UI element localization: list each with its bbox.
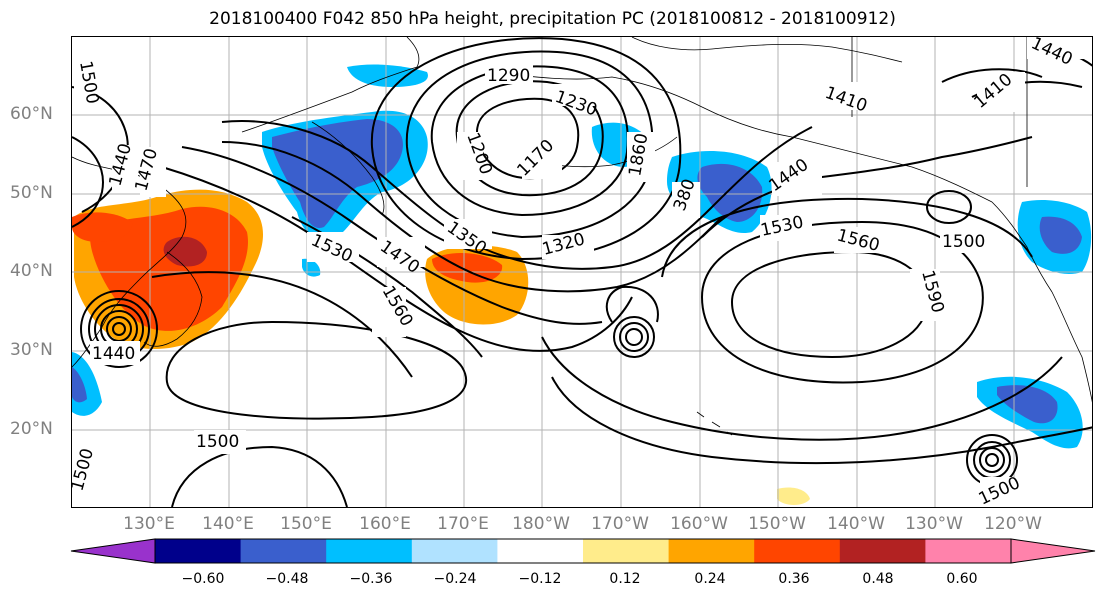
contour-far-west-2 xyxy=(72,136,104,228)
colorbar-segment xyxy=(326,539,413,563)
lat-label-50n: 50°N xyxy=(10,183,53,203)
lat-label-60n: 60°N xyxy=(10,104,53,124)
lon-label-120w: 120°W xyxy=(984,514,1042,534)
colorbar-segment xyxy=(411,539,498,563)
colorbar-tick-label: 0.48 xyxy=(862,571,894,587)
colorbar-segment xyxy=(155,539,242,563)
clabel-1290: 1290 xyxy=(487,66,530,86)
contour-far-west-1 xyxy=(72,86,129,213)
contour-1590 xyxy=(730,250,929,359)
lat-label-40n: 40°N xyxy=(10,261,53,281)
coast-us-west xyxy=(1051,291,1092,403)
contour-1500-sw xyxy=(171,445,348,507)
contour-east-low-2 xyxy=(979,447,1005,473)
contour-east-low-1 xyxy=(985,453,999,467)
colorbar-tick-label: −0.24 xyxy=(433,571,477,587)
precip-negative-subtropical-inner xyxy=(997,385,1058,424)
lon-label-140w: 140°W xyxy=(827,514,885,534)
lon-label-180w: 180°W xyxy=(512,514,570,534)
colorbar-tick-label: −0.12 xyxy=(518,571,562,587)
contour-low-2 xyxy=(455,80,604,197)
colorbar-segment xyxy=(583,539,670,563)
contour-small-low-1 xyxy=(625,328,643,346)
lon-label-160w: 160°W xyxy=(670,514,728,534)
precip-negative-taiwan-inner xyxy=(72,367,87,403)
contour-1440 xyxy=(701,136,1033,238)
colorbar-tick-label: 0.12 xyxy=(609,571,641,587)
lon-label-130e: 130°E xyxy=(123,514,175,534)
coast-japan xyxy=(143,251,203,347)
contour-typhoon-6 xyxy=(80,290,158,368)
coast-kamchatka xyxy=(241,37,420,133)
precip-positive-south-spot xyxy=(777,487,810,505)
contour-1530-east xyxy=(661,197,1033,278)
colorbar xyxy=(70,538,1096,564)
lon-label-150w: 150°W xyxy=(748,514,806,534)
precip-positive-japan-west xyxy=(72,212,133,242)
lat-label-20n: 20°N xyxy=(10,419,53,439)
precip-positive-japan-inner xyxy=(163,236,207,267)
contour-low-inner xyxy=(475,97,580,180)
lon-label-170w: 170°W xyxy=(591,514,649,534)
colorbar-tick-label: −0.60 xyxy=(181,571,225,587)
colorbar-tick-label: 0.60 xyxy=(946,571,978,587)
colorbar-tick-label: 0.36 xyxy=(778,571,810,587)
lon-label-170e: 170°E xyxy=(437,514,489,534)
lon-label-140e: 140°E xyxy=(202,514,254,534)
contour-ne-1 xyxy=(941,68,1043,83)
colorbar-tick-label: −0.48 xyxy=(265,571,309,587)
colorbar-segment xyxy=(925,539,1011,563)
contour-small-low-2 xyxy=(619,322,649,352)
clabel-1440-sw: 1440 xyxy=(92,344,135,364)
colorbar-extend-max xyxy=(1011,539,1095,563)
precip-negative-west-coast-inner xyxy=(1039,216,1082,254)
colorbar-segment xyxy=(497,539,584,563)
colorbar-segments xyxy=(71,539,1095,563)
map-title: 2018100400 F042 850 hPa height, precipit… xyxy=(209,9,896,29)
map-panel: 1500 1440 1470 1290 1230 1200 1170 1860 … xyxy=(71,36,1093,508)
coast-kamchatka-east xyxy=(311,121,385,216)
precip-negative-kamchatka-inner xyxy=(272,119,403,228)
contour-1350 xyxy=(221,141,723,293)
contour-typhoon-1 xyxy=(112,322,126,336)
clabel-1500-s: 1500 xyxy=(196,432,239,452)
colorbar-extend-min xyxy=(71,539,155,563)
coast-bc xyxy=(991,201,1053,293)
lon-label-130w: 130°W xyxy=(905,514,963,534)
coast-arctic xyxy=(631,37,903,63)
contour-1560-a xyxy=(151,271,413,378)
colorbar-segment xyxy=(668,539,755,563)
contour-labels: 1500 1440 1470 1290 1230 1200 1170 1860 … xyxy=(72,37,1087,507)
contour-small-low-arm xyxy=(605,285,659,323)
contour-1320 xyxy=(221,120,813,270)
clabel-1500-e: 1500 xyxy=(942,232,985,252)
colorbar-segment xyxy=(754,539,841,563)
colorbar-tick-label: 0.24 xyxy=(694,571,726,587)
colorbar-segment xyxy=(240,539,327,563)
contour-1500-west xyxy=(161,166,633,352)
map-svg: 1500 1440 1470 1290 1230 1200 1170 1860 … xyxy=(72,37,1092,507)
contour-coast-high xyxy=(926,190,972,224)
contour-south xyxy=(551,376,1092,465)
contour-1500-east xyxy=(541,336,1063,441)
precip-shading xyxy=(72,64,1092,505)
colorbar-segment xyxy=(839,539,926,563)
lat-label-30n: 30°N xyxy=(10,340,53,360)
contour-small-low-3 xyxy=(613,316,655,358)
lon-label-160e: 160°E xyxy=(359,514,411,534)
contour-1560-ring xyxy=(165,320,468,420)
colorbar-tick-label: −0.36 xyxy=(349,571,393,587)
lon-label-150e: 150°E xyxy=(280,514,332,534)
precip-negative-alaska-inner xyxy=(697,163,763,222)
